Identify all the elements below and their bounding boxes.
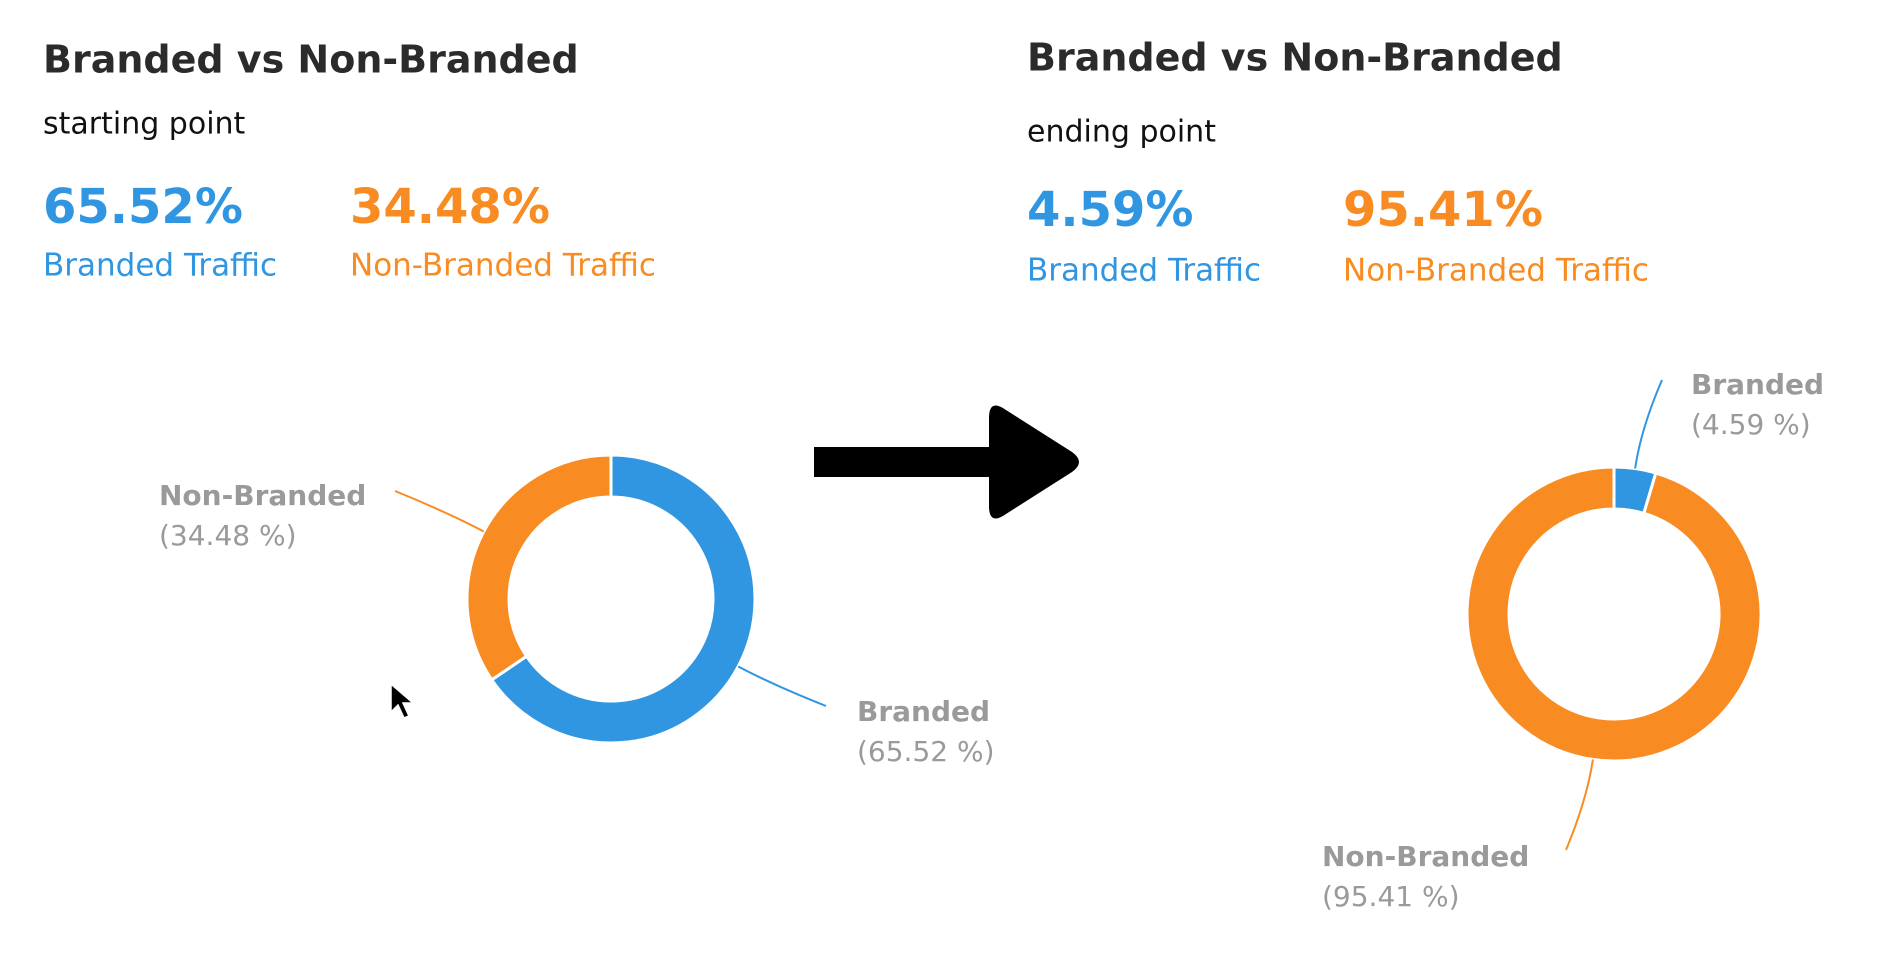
arrow xyxy=(814,405,1079,519)
arrow-head xyxy=(989,405,1079,519)
slice-label: Non-Branded xyxy=(1322,840,1529,873)
kpi-name: Branded Traffic xyxy=(1027,253,1261,289)
kpi-name: Non-Branded Traffic xyxy=(350,248,656,284)
leader-line xyxy=(1565,759,1594,851)
slice-label: Branded xyxy=(857,695,990,728)
chart-title: Branded vs Non-Branded xyxy=(1027,36,1563,80)
donut-slice xyxy=(489,453,757,745)
chart-title: Branded vs Non-Branded xyxy=(43,38,579,82)
kpi-value: 34.48% xyxy=(350,179,550,235)
cursor xyxy=(390,682,416,719)
kpi-name: Non-Branded Traffic xyxy=(1343,253,1649,289)
chart-subtitle: starting point xyxy=(43,107,246,142)
donut-slice xyxy=(1465,465,1763,763)
chart-subtitle: ending point xyxy=(1027,115,1216,150)
slice-value: (4.59 %) xyxy=(1691,408,1811,441)
kpi-value: 65.52% xyxy=(43,179,243,235)
slice-value: (34.48 %) xyxy=(159,519,297,552)
leader-line xyxy=(737,665,827,707)
kpi-value: 95.41% xyxy=(1343,182,1543,238)
arrow-shaft xyxy=(814,447,999,477)
slice-label: Non-Branded xyxy=(159,479,366,512)
leader-line xyxy=(1634,379,1663,469)
donut-slice xyxy=(465,453,613,682)
slice-label: Branded xyxy=(1691,368,1824,401)
kpi-value: 4.59% xyxy=(1027,182,1194,238)
slice-value: (65.52 %) xyxy=(857,735,995,768)
leader-line xyxy=(394,490,485,533)
slice-value: (95.41 %) xyxy=(1322,880,1460,913)
kpi-name: Branded Traffic xyxy=(43,248,277,284)
